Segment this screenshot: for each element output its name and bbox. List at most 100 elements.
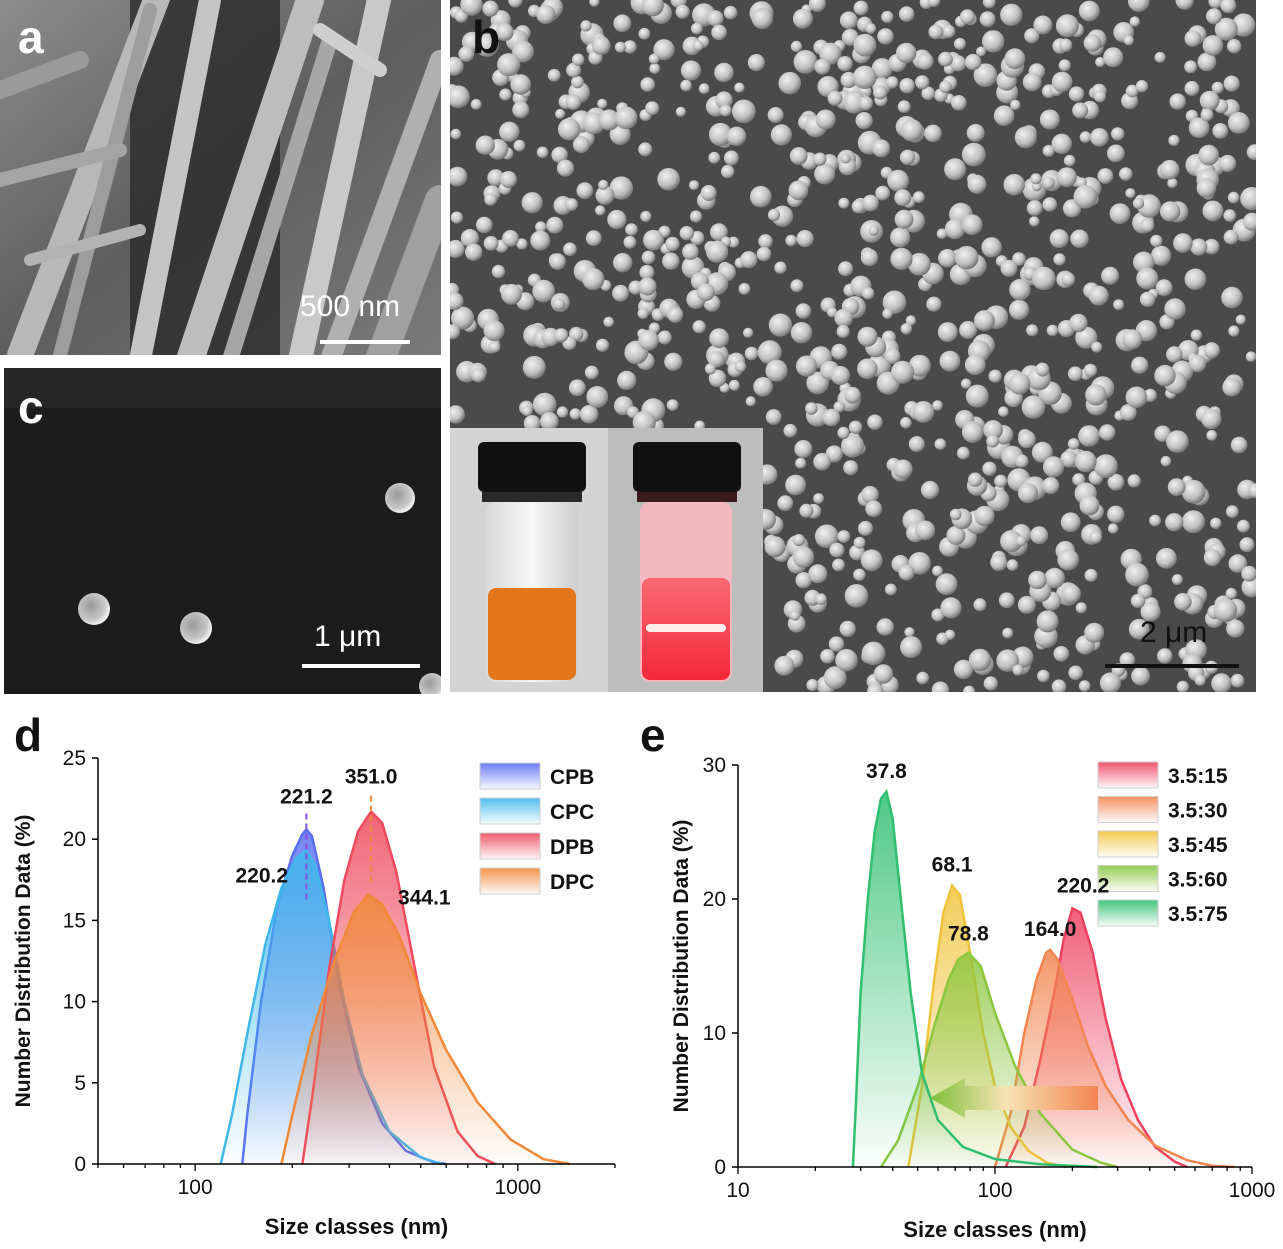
particle (1206, 430, 1218, 441)
particle (450, 56, 464, 76)
particle (450, 211, 463, 224)
particle (589, 0, 600, 7)
particle (1131, 666, 1150, 686)
particle (1213, 598, 1238, 623)
panel-label-d: d (14, 709, 43, 761)
particle (1017, 595, 1036, 614)
particle (657, 168, 680, 191)
particle (851, 199, 866, 214)
particle (905, 315, 917, 326)
particle (1107, 144, 1125, 163)
particle (813, 493, 824, 504)
particle (1003, 173, 1026, 196)
particle (1099, 672, 1121, 692)
particle (990, 554, 1008, 571)
red-fluorescent-vial (633, 442, 741, 682)
particle (475, 135, 495, 155)
particle (796, 230, 814, 248)
particle (1160, 201, 1181, 222)
particle (640, 77, 655, 92)
particle (508, 0, 523, 8)
particle (734, 360, 747, 373)
particle (1119, 652, 1136, 668)
particle (470, 99, 482, 110)
particle (523, 415, 541, 432)
particle (1068, 665, 1083, 681)
particle (1139, 291, 1156, 307)
particle (1184, 268, 1207, 291)
particle (950, 55, 967, 72)
particle (450, 128, 462, 140)
legend-swatch (1097, 830, 1159, 858)
particle (1200, 108, 1214, 122)
particle (1219, 154, 1237, 173)
particle (450, 239, 465, 259)
particle (982, 30, 1005, 53)
particle (890, 227, 911, 248)
particle (1203, 549, 1221, 567)
particle (849, 544, 865, 561)
particle (1149, 514, 1161, 527)
particle (767, 208, 781, 221)
particle (643, 229, 664, 251)
particle (959, 321, 978, 339)
particle (871, 58, 893, 80)
particle (1075, 602, 1087, 614)
particle (563, 242, 577, 257)
particle (727, 236, 740, 248)
particle (1197, 52, 1217, 72)
particle (757, 340, 782, 365)
legend-label: CPC (550, 801, 594, 824)
x-axis-label: Size classes (nm) (265, 1214, 448, 1239)
particle (974, 505, 995, 526)
particle (768, 313, 792, 337)
particle (657, 330, 672, 345)
particle (848, 420, 863, 434)
particle (1231, 13, 1256, 37)
particle (565, 198, 578, 211)
particle (924, 124, 942, 143)
particle (1128, 618, 1150, 640)
particle (597, 98, 608, 109)
particle (1211, 81, 1224, 94)
particle (951, 95, 967, 111)
particle (1051, 133, 1072, 154)
particle (1212, 122, 1229, 139)
particle (1223, 229, 1239, 245)
particle (1042, 144, 1055, 157)
particle (450, 292, 464, 310)
particle (823, 666, 847, 690)
particle (900, 323, 912, 335)
particle (840, 153, 851, 164)
particle (1006, 559, 1019, 571)
particle (1060, 450, 1078, 468)
particle (1182, 510, 1205, 534)
particle (1031, 441, 1053, 463)
particle (419, 673, 441, 694)
particle (1194, 674, 1206, 686)
particle (1122, 329, 1143, 350)
particle (1060, 512, 1081, 533)
particle (788, 180, 809, 201)
particle (460, 0, 483, 16)
legend-label: 3.5:75 (1168, 903, 1228, 926)
particle (1241, 576, 1256, 598)
particle (1155, 279, 1173, 297)
particle (691, 22, 703, 35)
particle (946, 525, 966, 545)
particle (936, 228, 948, 240)
particle (774, 655, 795, 676)
particle (1002, 627, 1014, 639)
particle (764, 536, 786, 558)
particle (765, 359, 788, 382)
particle (1130, 593, 1146, 609)
particle (576, 182, 594, 200)
legend-label: DPB (550, 836, 594, 859)
particle (1069, 313, 1088, 333)
particle (830, 365, 850, 386)
particle (882, 308, 893, 320)
particle (613, 14, 632, 33)
scale-bar-a (320, 340, 410, 344)
particle (1028, 570, 1047, 590)
